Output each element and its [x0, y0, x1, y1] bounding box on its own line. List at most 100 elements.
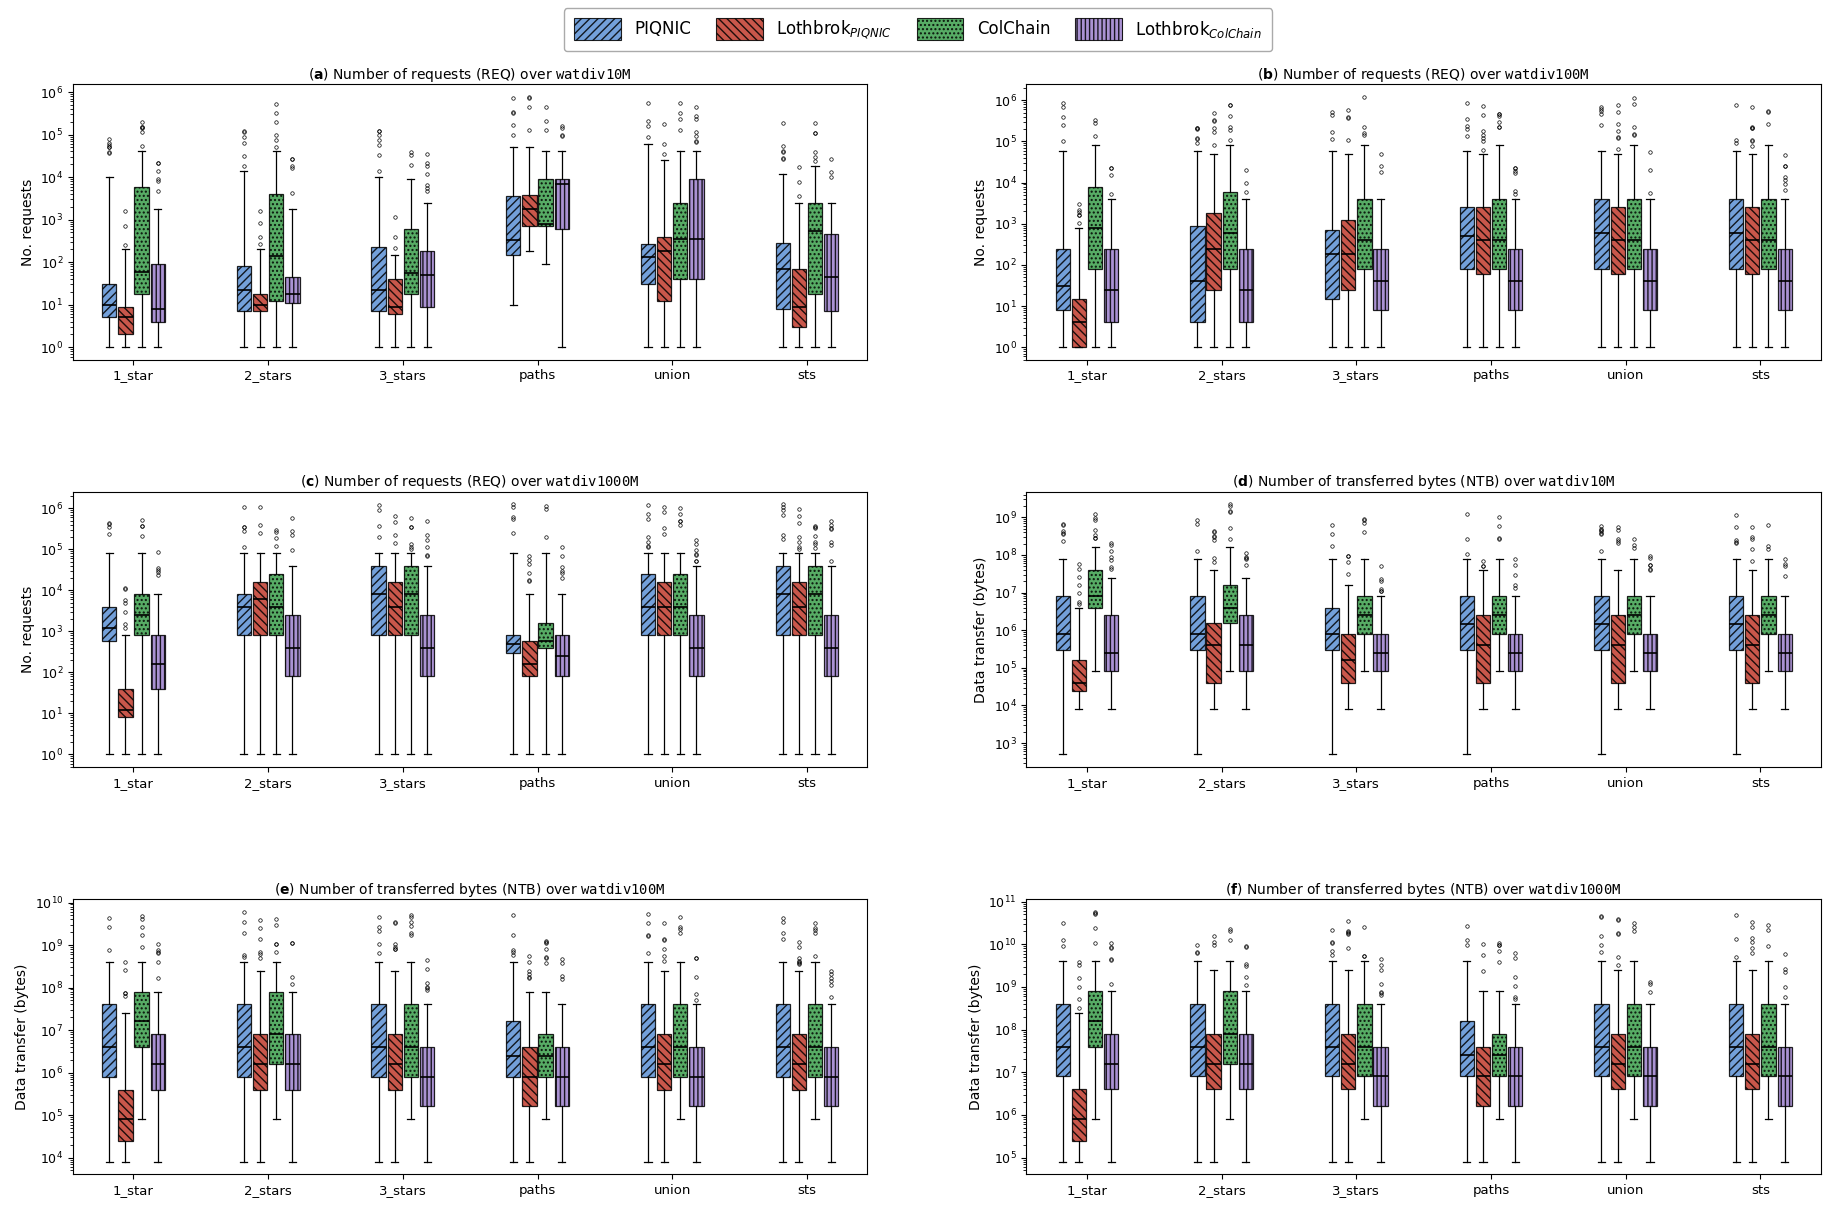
PathPatch shape	[1761, 1004, 1775, 1076]
Title: $\bf{\text{(}d\text{)}}$ Number of transferred bytes (NTB) over $\mathtt{watdiv1: $\bf{\text{(}d\text{)}}$ Number of trans…	[1232, 473, 1616, 491]
PathPatch shape	[404, 566, 419, 635]
PathPatch shape	[507, 1022, 520, 1076]
PathPatch shape	[1239, 248, 1252, 322]
PathPatch shape	[1643, 1047, 1658, 1107]
PathPatch shape	[1206, 623, 1221, 682]
PathPatch shape	[151, 635, 165, 688]
PathPatch shape	[1223, 191, 1237, 269]
PathPatch shape	[118, 1090, 132, 1140]
PathPatch shape	[688, 179, 703, 279]
PathPatch shape	[285, 614, 299, 676]
PathPatch shape	[1056, 1004, 1070, 1076]
PathPatch shape	[1777, 634, 1792, 671]
PathPatch shape	[1610, 207, 1625, 274]
PathPatch shape	[1072, 1090, 1087, 1140]
PathPatch shape	[134, 991, 149, 1047]
Y-axis label: Data transfer (bytes): Data transfer (bytes)	[969, 964, 982, 1110]
PathPatch shape	[1594, 596, 1608, 650]
PathPatch shape	[151, 264, 165, 321]
PathPatch shape	[538, 179, 553, 227]
PathPatch shape	[1627, 596, 1641, 634]
Y-axis label: No. requests: No. requests	[20, 178, 35, 265]
PathPatch shape	[1103, 248, 1118, 322]
Legend: PIQNIC, Lothbrok$_{\it{PIQNIC}}$, ColChain, Lothbrok$_{\it{ColChain}}$: PIQNIC, Lothbrok$_{\it{PIQNIC}}$, ColCha…	[564, 8, 1272, 51]
PathPatch shape	[1340, 1034, 1355, 1090]
PathPatch shape	[420, 1047, 433, 1107]
PathPatch shape	[1746, 1034, 1759, 1090]
PathPatch shape	[791, 582, 806, 635]
PathPatch shape	[641, 1005, 655, 1076]
PathPatch shape	[1089, 570, 1102, 607]
PathPatch shape	[387, 1034, 402, 1090]
PathPatch shape	[1373, 634, 1388, 671]
PathPatch shape	[507, 196, 520, 255]
PathPatch shape	[538, 1034, 553, 1076]
Y-axis label: Data transfer (bytes): Data transfer (bytes)	[975, 556, 988, 703]
PathPatch shape	[674, 1005, 687, 1076]
PathPatch shape	[1373, 1047, 1388, 1107]
PathPatch shape	[1190, 225, 1204, 322]
Title: $\bf{\text{(}b\text{)}}$ Number of requests (REQ) over $\mathtt{watdiv100M}$: $\bf{\text{(}b\text{)}}$ Number of reque…	[1258, 65, 1590, 84]
PathPatch shape	[1089, 187, 1102, 269]
PathPatch shape	[1643, 634, 1658, 671]
PathPatch shape	[371, 566, 386, 635]
PathPatch shape	[1777, 248, 1792, 310]
PathPatch shape	[1476, 1047, 1491, 1107]
PathPatch shape	[387, 279, 402, 314]
PathPatch shape	[1357, 199, 1371, 269]
PathPatch shape	[1340, 634, 1355, 682]
PathPatch shape	[253, 293, 268, 311]
PathPatch shape	[775, 566, 789, 635]
PathPatch shape	[1777, 1047, 1792, 1107]
PathPatch shape	[1493, 1034, 1506, 1076]
PathPatch shape	[285, 1034, 299, 1090]
PathPatch shape	[1103, 1034, 1118, 1090]
Title: $\bf{\text{(}f\text{)}}$ Number of transferred bytes (NTB) over $\mathtt{watdiv1: $\bf{\text{(}f\text{)}}$ Number of trans…	[1225, 880, 1621, 898]
PathPatch shape	[1460, 1021, 1474, 1076]
PathPatch shape	[521, 1047, 536, 1107]
PathPatch shape	[521, 640, 536, 676]
PathPatch shape	[1746, 207, 1759, 274]
Y-axis label: No. requests: No. requests	[20, 585, 35, 673]
PathPatch shape	[151, 1034, 165, 1090]
PathPatch shape	[103, 285, 116, 318]
PathPatch shape	[1493, 596, 1506, 634]
PathPatch shape	[808, 566, 823, 635]
PathPatch shape	[371, 1005, 386, 1076]
PathPatch shape	[285, 276, 299, 303]
PathPatch shape	[1340, 221, 1355, 290]
PathPatch shape	[237, 267, 252, 311]
PathPatch shape	[420, 614, 433, 676]
PathPatch shape	[237, 594, 252, 635]
PathPatch shape	[1594, 1004, 1608, 1076]
PathPatch shape	[554, 635, 569, 676]
PathPatch shape	[237, 1005, 252, 1076]
Y-axis label: No. requests: No. requests	[975, 178, 988, 265]
PathPatch shape	[808, 202, 823, 293]
PathPatch shape	[674, 202, 687, 279]
PathPatch shape	[1373, 248, 1388, 310]
PathPatch shape	[1056, 248, 1070, 310]
PathPatch shape	[775, 244, 789, 309]
PathPatch shape	[674, 574, 687, 635]
PathPatch shape	[420, 251, 433, 307]
PathPatch shape	[1089, 991, 1102, 1047]
PathPatch shape	[791, 269, 806, 327]
PathPatch shape	[134, 594, 149, 635]
PathPatch shape	[808, 1005, 823, 1076]
PathPatch shape	[554, 179, 569, 229]
PathPatch shape	[1239, 616, 1252, 671]
PathPatch shape	[657, 1034, 672, 1090]
PathPatch shape	[1507, 1047, 1522, 1107]
PathPatch shape	[657, 238, 672, 302]
PathPatch shape	[1627, 1004, 1641, 1076]
PathPatch shape	[641, 574, 655, 635]
PathPatch shape	[1460, 596, 1474, 650]
PathPatch shape	[775, 1005, 789, 1076]
PathPatch shape	[270, 991, 283, 1064]
PathPatch shape	[1326, 607, 1338, 650]
PathPatch shape	[387, 582, 402, 635]
PathPatch shape	[1627, 199, 1641, 269]
PathPatch shape	[1730, 596, 1742, 650]
PathPatch shape	[1476, 207, 1491, 274]
